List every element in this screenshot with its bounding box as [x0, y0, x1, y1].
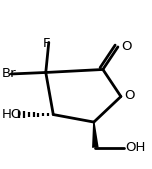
- Polygon shape: [92, 122, 99, 148]
- Text: OH: OH: [125, 141, 146, 154]
- Text: HO: HO: [2, 108, 23, 121]
- Text: O: O: [125, 89, 135, 102]
- Text: Br: Br: [2, 67, 17, 80]
- Text: F: F: [43, 37, 50, 50]
- Text: O: O: [122, 40, 132, 53]
